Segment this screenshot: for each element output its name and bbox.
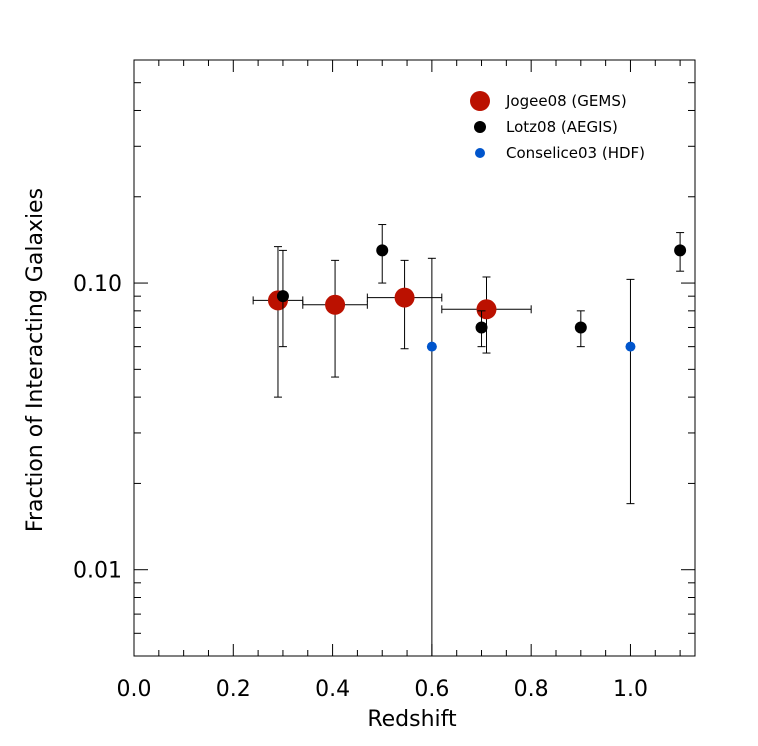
data-point: [476, 299, 497, 320]
data-point: [674, 244, 687, 257]
data-point: [394, 287, 415, 308]
x-tick-label: 0.2: [216, 677, 251, 702]
x-axis-title: Redshift: [367, 707, 457, 732]
data-points: [252, 224, 687, 656]
legend-marker: [475, 148, 485, 158]
legend-marker: [470, 91, 490, 111]
plot-border: [133, 59, 696, 657]
x-tick-label: 0.0: [117, 677, 152, 702]
axis-ticks: 0.0 0.2 0.4 0.6 0.8 1.0 0.10 0.01: [73, 59, 695, 702]
legend-label: Jogee08 (GEMS): [505, 92, 627, 110]
series-3: [426, 257, 636, 656]
data-point: [426, 341, 437, 352]
x-tick-label: 1.0: [613, 677, 648, 702]
plot-frame: [133, 59, 696, 657]
x-tick-label: 0.4: [315, 677, 350, 702]
x-tick-label: 0.8: [514, 677, 549, 702]
y-axis-title: Fraction of Interacting Galaxies: [23, 188, 48, 532]
data-point: [475, 321, 488, 334]
series-1: [252, 246, 532, 398]
data-point: [625, 341, 636, 352]
legend-marker: [474, 121, 486, 133]
legend-label: Conselice03 (HDF): [506, 144, 645, 162]
series-2: [276, 224, 687, 348]
data-point: [574, 321, 587, 334]
data-point: [325, 294, 346, 315]
legend-label: Lotz08 (AEGIS): [506, 118, 618, 136]
data-point: [276, 290, 289, 303]
data-point: [376, 244, 389, 257]
y-tick-label: 0.10: [73, 272, 122, 297]
y-tick-label: 0.01: [73, 559, 122, 584]
legend: Jogee08 (GEMS) Lotz08 (AEGIS) Conselice03 …: [470, 91, 645, 162]
x-tick-label: 0.6: [414, 677, 449, 702]
